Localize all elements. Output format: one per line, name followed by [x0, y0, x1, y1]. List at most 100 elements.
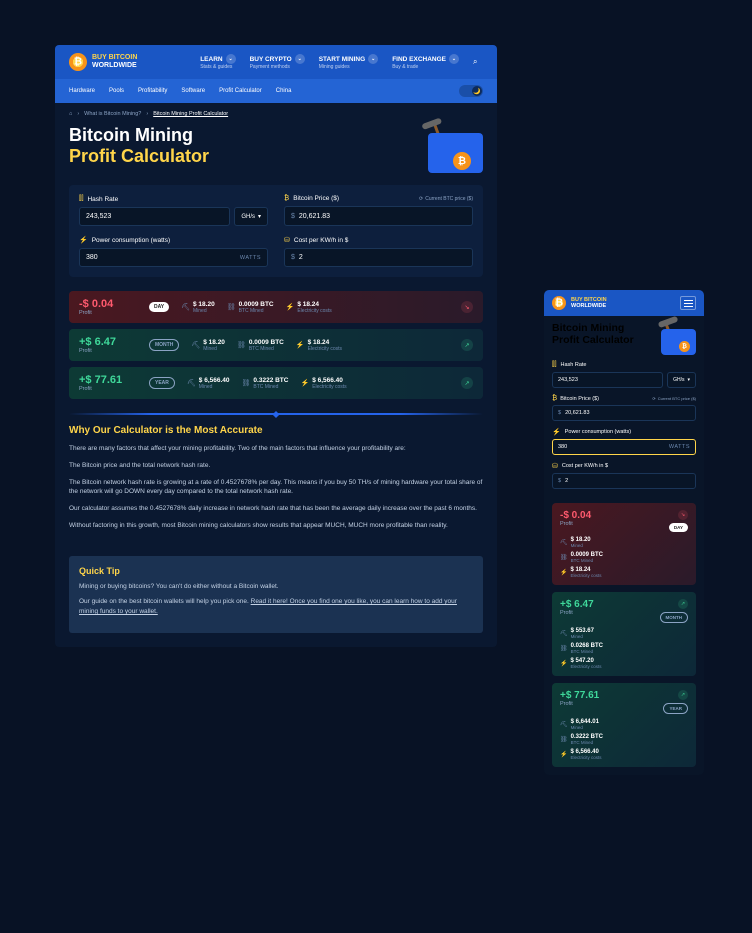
hero: Bitcoin Mining Profit Calculator ₿ [55, 121, 497, 185]
result-row: +$ 6.47Profit MONTH ⛏$ 18.20Mined ⛓0.000… [69, 329, 483, 361]
input-cost[interactable]: $2 [552, 473, 696, 489]
period-badge: YEAR [149, 377, 175, 389]
trend-icon: ↗ [678, 690, 688, 700]
power-icon: ⚡ [79, 236, 88, 244]
cost-icon: ⛁ [284, 236, 290, 244]
content: Why Our Calculator is the Most Accurate … [55, 425, 497, 550]
desktop-view: BUY BITCOIN WORLDWIDE LEARN⌄ Stats & gui… [55, 45, 497, 647]
stat-elec: ⚡$ 6,566.40Electricity costs [560, 749, 688, 760]
subnav-china[interactable]: China [276, 88, 292, 94]
calculator: ⫿⫿Hash Rate 243,523 GH/s▾ ₿Bitcoin Price… [69, 185, 483, 277]
profit: +$ 6.47Profit [560, 599, 618, 616]
breadcrumb: ⌂› What is Bitcoin Mining?› Bitcoin Mini… [55, 103, 497, 121]
content-p: Without factoring in this growth, most B… [69, 521, 483, 531]
search-icon[interactable]: ⌕ [473, 57, 483, 67]
nav-exchange[interactable]: FIND EXCHANGE⌄ Buy & trade [392, 54, 459, 70]
period-badge: MONTH [660, 612, 689, 623]
power-icon: ⚡ [552, 428, 561, 436]
profit: +$ 6.47Profit [79, 336, 137, 354]
tip-heading: Quick Tip [79, 566, 473, 576]
subnav-hardware[interactable]: Hardware [69, 88, 95, 94]
stat-mined: ⛏$ 18.20Mined [560, 537, 688, 548]
stat-btc: ⛓0.3222 BTCBTC Mined [242, 377, 289, 390]
result-row: -$ 0.04Profit DAY ⛏$ 18.20Mined ⛓0.0009 … [69, 291, 483, 323]
top-nav: BUY BITCOIN WORLDWIDE LEARN⌄ Stats & gui… [55, 45, 497, 79]
period-badge: DAY [149, 302, 169, 312]
field-cost: ⛁Cost per KW/h in $ $2 [552, 462, 696, 489]
mobile-hero: Bitcoin Mining Profit Calculator ₿ [552, 323, 696, 355]
input-hashrate[interactable]: 243,523 [79, 207, 230, 226]
subnav-profitability[interactable]: Profitability [138, 88, 167, 94]
result-card: -$ 0.04Profit ↘ DAY ⛏$ 18.20Mined ⛓0.000… [552, 503, 696, 585]
quick-tip: Quick Tip Mining or buying bitcoins? You… [69, 556, 483, 633]
select-hashrate-unit[interactable]: GH/s▾ [234, 207, 268, 226]
tip-p: Our guide on the best bitcoin wallets wi… [79, 597, 473, 617]
content-p: There are many factors that affect your … [69, 444, 483, 454]
input-power[interactable]: 380WATTS [79, 248, 268, 267]
input-price[interactable]: $20,621.83 [552, 405, 696, 421]
nav-mining[interactable]: START MINING⌄ Mining guides [319, 54, 378, 70]
bitcoin-icon: ₿ [552, 395, 557, 402]
nav-learn[interactable]: LEARN⌄ Stats & guides [200, 54, 235, 70]
hero-illustration: ₿ [403, 125, 483, 175]
stat-btc: ⛓0.0009 BTCBTC Mined [560, 552, 688, 563]
current-price-link[interactable]: ⟳Current BTC price ($) [419, 196, 473, 202]
breadcrumb-current: Bitcoin Mining Profit Calculator [153, 111, 228, 117]
input-hashrate[interactable]: 243,523 [552, 372, 663, 388]
input-power[interactable]: 380WATTS [552, 439, 696, 455]
page-title: Bitcoin Mining Profit Calculator [69, 125, 209, 166]
hashrate-icon: ⫿⫿ [79, 195, 83, 203]
result-row: +$ 77.61Profit YEAR ⛏$ 6,566.40Mined ⛓0.… [69, 367, 483, 399]
stat-elec: ⚡$ 18.24Electricity costs [286, 301, 332, 314]
subnav-pools[interactable]: Pools [109, 88, 124, 94]
result-card: +$ 6.47Profit ↗ MONTH ⛏$ 553.67Mined ⛓0.… [552, 592, 696, 676]
logo-text: BUY BITCOIN WORLDWIDE [571, 297, 607, 309]
content-p: Our calculator assumes the 0.4527678% da… [69, 504, 483, 514]
content-p: The Bitcoin price and the total network … [69, 461, 483, 471]
input-cost[interactable]: $2 [284, 248, 473, 267]
nav-buy[interactable]: BUY CRYPTO⌄ Payment methods [250, 54, 305, 70]
nav-items: LEARN⌄ Stats & guides BUY CRYPTO⌄ Paymen… [200, 54, 483, 70]
period-badge: YEAR [663, 703, 688, 714]
mobile-results: -$ 0.04Profit ↘ DAY ⛏$ 18.20Mined ⛓0.000… [544, 503, 704, 775]
bitcoin-icon: ₿ [284, 195, 289, 202]
stat-mined: ⛏$ 6,644.01Mined [560, 719, 688, 730]
field-hashrate: ⫿⫿Hash Rate 243,523 GH/s▾ [552, 361, 696, 388]
menu-icon[interactable] [680, 296, 696, 310]
select-hashrate-unit[interactable]: GH/s▾ [667, 372, 696, 388]
subnav-software[interactable]: Software [181, 88, 205, 94]
sub-nav: Hardware Pools Profitability Software Pr… [55, 79, 497, 103]
mobile-header: BUY BITCOIN WORLDWIDE [544, 290, 704, 316]
stat-elec: ⚡$ 18.24Electricity costs [296, 339, 342, 352]
logo[interactable]: BUY BITCOIN WORLDWIDE [552, 296, 607, 310]
tip-p: Mining or buying bitcoins? You can't do … [79, 582, 473, 592]
breadcrumb-1[interactable]: What is Bitcoin Mining? [84, 111, 141, 117]
subnav-calculator[interactable]: Profit Calculator [219, 88, 262, 94]
logo-icon [552, 296, 566, 310]
stat-mined: ⛏$ 6,566.40Mined [187, 377, 230, 390]
breadcrumb-home[interactable]: ⌂ [69, 111, 72, 117]
logo[interactable]: BUY BITCOIN WORLDWIDE [69, 53, 137, 71]
profit: +$ 77.61Profit [79, 374, 137, 392]
stat-btc: ⛓0.0009 BTCBTC Mined [237, 339, 284, 352]
content-p: The Bitcoin network hash rate is growing… [69, 478, 483, 498]
chevron-down-icon: ⌄ [226, 54, 236, 64]
field-price: ₿Bitcoin Price ($) ⟳Current BTC price ($… [284, 195, 473, 226]
content-heading: Why Our Calculator is the Most Accurate [69, 425, 483, 436]
chevron-down-icon: ⌄ [295, 54, 305, 64]
trend-icon: ↘ [678, 510, 688, 520]
stat-elec: ⚡$ 547.20Electricity costs [560, 658, 688, 669]
input-price[interactable]: $20,621.83 [284, 206, 473, 226]
current-price-link[interactable]: ⟳Current BTC price ($) [652, 396, 696, 401]
hero-illustration: ₿ [654, 323, 696, 355]
results: -$ 0.04Profit DAY ⛏$ 18.20Mined ⛓0.0009 … [69, 291, 483, 399]
theme-toggle[interactable] [459, 85, 483, 97]
trend-icon: ↗ [461, 339, 473, 351]
profit: -$ 0.04Profit [79, 298, 137, 316]
stat-mined: ⛏$ 18.20Mined [181, 301, 215, 314]
field-power: ⚡Power consumption (watts) 380WATTS [79, 236, 268, 267]
chevron-down-icon: ⌄ [449, 54, 459, 64]
trend-icon: ↗ [461, 377, 473, 389]
stat-btc: ⛓0.0268 BTCBTC Mined [560, 643, 688, 654]
profit: +$ 77.61Profit [560, 690, 618, 707]
